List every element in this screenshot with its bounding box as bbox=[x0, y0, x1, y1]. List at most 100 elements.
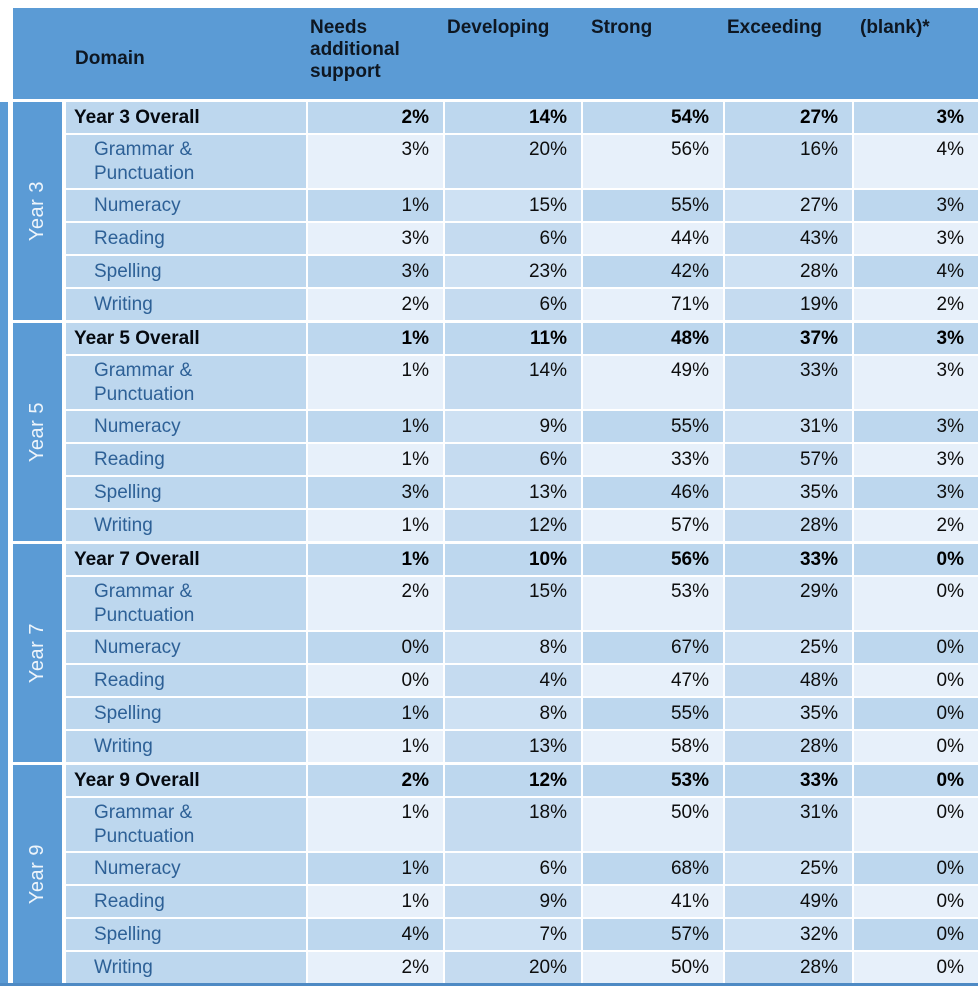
value-cell: 57% bbox=[725, 444, 852, 475]
cutoff-next-row-strip bbox=[0, 983, 978, 986]
value-cell: 15% bbox=[445, 577, 581, 630]
value-cell: 0% bbox=[854, 919, 978, 950]
domain-row: Numeracy 1% 15% 55% 27% 3% bbox=[66, 190, 978, 221]
value-cell: 57% bbox=[583, 510, 723, 541]
value-cell: 4% bbox=[308, 919, 443, 950]
domain-row: Writing 2% 20% 50% 28% 0% bbox=[66, 952, 978, 983]
value-cell: 55% bbox=[583, 190, 723, 221]
value-cell: 16% bbox=[725, 135, 852, 188]
value-cell: 56% bbox=[583, 544, 723, 575]
domain-label: Reading bbox=[94, 890, 165, 912]
year-label-text: Year 7 bbox=[26, 622, 48, 684]
year-label: Year 3 bbox=[13, 102, 62, 320]
value-cell: 54% bbox=[583, 102, 723, 133]
domain-row: Spelling 3% 13% 46% 35% 3% bbox=[66, 477, 978, 508]
value-cell: 33% bbox=[725, 544, 852, 575]
value-cell: 48% bbox=[725, 665, 852, 696]
domain-label: Spelling bbox=[94, 260, 162, 282]
value-cell: 0% bbox=[854, 952, 978, 983]
value-cell: 1% bbox=[308, 323, 443, 354]
value-cell: 44% bbox=[583, 223, 723, 254]
summary-row: Year 9 Overall 2% 12% 53% 33% 0% bbox=[66, 765, 978, 796]
value-cell: 3% bbox=[854, 323, 978, 354]
domain-label: Year 5 Overall bbox=[74, 327, 200, 349]
value-cell: 4% bbox=[854, 135, 978, 188]
domain-row: Reading 3% 6% 44% 43% 3% bbox=[66, 223, 978, 254]
value-cell: 20% bbox=[445, 952, 581, 983]
value-cell: 6% bbox=[445, 223, 581, 254]
value-cell: 12% bbox=[445, 765, 581, 796]
domain-row: Reading 1% 6% 33% 57% 3% bbox=[66, 444, 978, 475]
value-cell: 14% bbox=[445, 356, 581, 409]
domain-row: Writing 1% 13% 58% 28% 0% bbox=[66, 731, 978, 762]
summary-row: Year 3 Overall 2% 14% 54% 27% 3% bbox=[66, 102, 978, 133]
value-cell: 13% bbox=[445, 477, 581, 508]
year-block-year-7: Year 7 Year 7 Overall 1% 10% 56% 33% 0% Grammar… bbox=[13, 544, 978, 762]
value-cell: 0% bbox=[854, 665, 978, 696]
value-cell: 0% bbox=[308, 665, 443, 696]
value-cell: 53% bbox=[583, 765, 723, 796]
summary-row: Year 7 Overall 1% 10% 56% 33% 0% bbox=[66, 544, 978, 575]
domain-label: Writing bbox=[94, 514, 153, 536]
domain-cell: Reading bbox=[66, 223, 306, 254]
value-cell: 1% bbox=[308, 731, 443, 762]
value-cell: 28% bbox=[725, 952, 852, 983]
domain-row: Spelling 1% 8% 55% 35% 0% bbox=[66, 698, 978, 729]
value-cell: 1% bbox=[308, 411, 443, 442]
value-cell: 50% bbox=[583, 952, 723, 983]
value-cell: 48% bbox=[583, 323, 723, 354]
value-cell: 25% bbox=[725, 853, 852, 884]
value-cell: 55% bbox=[583, 411, 723, 442]
value-cell: 3% bbox=[308, 256, 443, 287]
value-cell: 0% bbox=[854, 765, 978, 796]
value-cell: 67% bbox=[583, 632, 723, 663]
value-cell: 2% bbox=[308, 577, 443, 630]
domain-cell: Writing bbox=[66, 510, 306, 541]
value-cell: 20% bbox=[445, 135, 581, 188]
domain-cell: Reading bbox=[66, 665, 306, 696]
value-cell: 3% bbox=[308, 135, 443, 188]
value-cell: 50% bbox=[583, 798, 723, 851]
value-cell: 3% bbox=[854, 223, 978, 254]
value-cell: 71% bbox=[583, 289, 723, 320]
value-cell: 47% bbox=[583, 665, 723, 696]
year-label-text: Year 5 bbox=[26, 401, 48, 463]
value-cell: 6% bbox=[445, 444, 581, 475]
value-cell: 55% bbox=[583, 698, 723, 729]
value-cell: 53% bbox=[583, 577, 723, 630]
value-cell: 3% bbox=[854, 356, 978, 409]
value-cell: 3% bbox=[854, 411, 978, 442]
domain-row: Reading 0% 4% 47% 48% 0% bbox=[66, 665, 978, 696]
domain-label: Grammar & Punctuation bbox=[94, 802, 195, 847]
domain-row: Grammar & Punctuation 1% 14% 49% 33% 3% bbox=[66, 356, 978, 409]
domain-label: Grammar & Punctuation bbox=[94, 581, 195, 626]
value-cell: 49% bbox=[725, 886, 852, 917]
domain-cell: Spelling bbox=[66, 477, 306, 508]
summary-row: Year 5 Overall 1% 11% 48% 37% 3% bbox=[66, 323, 978, 354]
value-cell: 2% bbox=[854, 510, 978, 541]
value-cell: 33% bbox=[725, 765, 852, 796]
domain-cell: Grammar & Punctuation bbox=[66, 577, 306, 630]
domain-cell: Year 7 Overall bbox=[66, 544, 306, 575]
value-cell: 27% bbox=[725, 190, 852, 221]
value-cell: 6% bbox=[445, 289, 581, 320]
year-label: Year 9 bbox=[13, 765, 62, 983]
value-cell: 35% bbox=[725, 698, 852, 729]
value-cell: 18% bbox=[445, 798, 581, 851]
domain-cell: Spelling bbox=[66, 698, 306, 729]
domain-cell: Grammar & Punctuation bbox=[66, 798, 306, 851]
value-cell: 25% bbox=[725, 632, 852, 663]
value-cell: 0% bbox=[854, 853, 978, 884]
value-cell: 32% bbox=[725, 919, 852, 950]
value-cell: 43% bbox=[725, 223, 852, 254]
value-cell: 6% bbox=[445, 853, 581, 884]
value-cell: 0% bbox=[854, 577, 978, 630]
domain-cell: Numeracy bbox=[66, 411, 306, 442]
value-cell: 33% bbox=[583, 444, 723, 475]
domain-label: Writing bbox=[94, 735, 153, 757]
value-cell: 29% bbox=[725, 577, 852, 630]
domain-row: Grammar & Punctuation 3% 20% 56% 16% 4% bbox=[66, 135, 978, 188]
domain-row: Grammar & Punctuation 2% 15% 53% 29% 0% bbox=[66, 577, 978, 630]
domain-row: Numeracy 1% 6% 68% 25% 0% bbox=[66, 853, 978, 884]
value-cell: 13% bbox=[445, 731, 581, 762]
